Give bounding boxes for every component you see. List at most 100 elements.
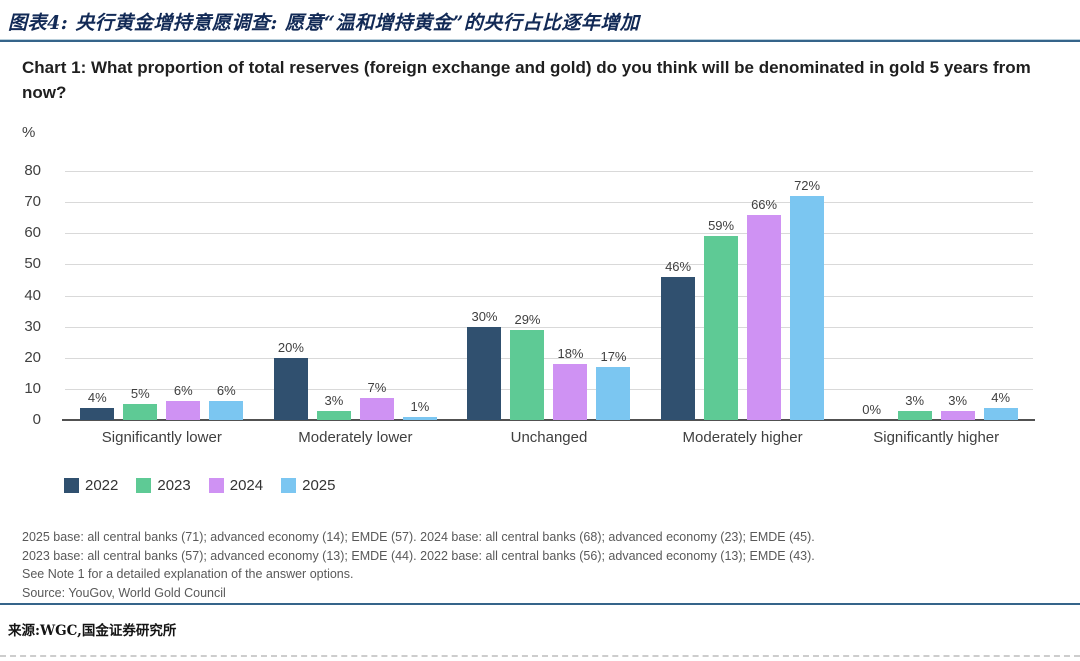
bar-column: 7% xyxy=(359,171,394,420)
y-tick-label: 50 xyxy=(24,255,41,273)
bar-value-label: 46% xyxy=(665,258,692,274)
bar-group: 30% 29% 18% 17% xyxy=(452,171,646,420)
bar xyxy=(790,195,825,420)
bar-group: 20% 3% 7% 1% xyxy=(259,171,453,420)
bar-plot-area: 4% 5% 6% 6% 20% 3% 7% 1% 30% 29% 18% 17% 46% 59% 66% 72… xyxy=(65,171,1033,420)
y-tick-label: 30 xyxy=(24,317,41,335)
bar xyxy=(123,404,158,420)
bar-column: 59% xyxy=(704,171,739,420)
gridline xyxy=(65,233,1033,235)
y-tick-label: 70 xyxy=(24,193,41,211)
bar-column: 46% xyxy=(661,171,696,420)
bar xyxy=(596,367,631,420)
bar xyxy=(316,410,351,420)
footer-divider-rule xyxy=(0,603,1080,605)
bar-column: 6% xyxy=(166,171,201,420)
bar xyxy=(80,407,115,420)
plot-gridlines xyxy=(65,171,1033,420)
gridline xyxy=(65,388,1033,390)
bar-column: 4% xyxy=(983,171,1018,420)
bar-column: 29% xyxy=(510,171,545,420)
bar-value-label: 6% xyxy=(173,383,193,399)
x-category-label: Unchanged xyxy=(510,429,588,446)
bar-value-label: 0% xyxy=(862,402,882,417)
bar-column: 3% xyxy=(316,171,351,420)
bar xyxy=(359,398,394,420)
chart-footnotes: 2025 base: all central banks (71); advan… xyxy=(22,528,1062,602)
bar-column: 72% xyxy=(790,171,825,420)
gridline xyxy=(65,357,1033,359)
bar-column: 3% xyxy=(897,171,932,420)
y-axis-tick-labels: 0 10 20 30 40 50 60 70 80 xyxy=(0,162,41,428)
x-axis-category-labels: Significantly lower Moderately lower Uncha… xyxy=(65,429,1033,449)
chart-legend: 2022 2023 2024 2025 xyxy=(64,477,336,494)
gridline xyxy=(65,171,1033,172)
legend-label: 2023 xyxy=(157,477,191,494)
bar-value-label: 3% xyxy=(324,392,344,408)
bar xyxy=(166,401,201,420)
bar-value-label: 30% xyxy=(471,308,498,324)
footnote-line: 2025 base: all central banks (71); advan… xyxy=(22,530,815,544)
title-divider-rule xyxy=(0,39,1080,42)
bar-value-label: 29% xyxy=(514,311,541,327)
bar-group: 4% 5% 6% 6% xyxy=(65,171,259,420)
bar-value-label: 4% xyxy=(991,389,1011,405)
y-tick-label: 0 xyxy=(32,411,41,428)
bar-column: 18% xyxy=(553,171,588,420)
bar xyxy=(467,326,502,420)
legend-label: 2024 xyxy=(229,477,264,494)
bar-column: 5% xyxy=(123,171,158,420)
x-category-label: Significantly lower xyxy=(101,429,222,446)
bar-value-label: 1% xyxy=(410,398,430,414)
legend-item: 2025 xyxy=(281,477,336,494)
x-category-label: Moderately lower xyxy=(298,429,413,446)
bar xyxy=(983,407,1018,420)
bar-value-label: 3% xyxy=(905,392,925,408)
legend-label: 2025 xyxy=(302,477,336,494)
legend-item: 2023 xyxy=(136,477,191,494)
gridline xyxy=(65,295,1033,297)
bar-value-label: 6% xyxy=(216,383,236,399)
footer-source: 来源:WGC,国金证券研究所 xyxy=(8,623,177,639)
x-axis-baseline xyxy=(62,419,1035,421)
bar-column: 4% xyxy=(80,171,115,420)
bar-value-label: 17% xyxy=(600,349,627,365)
bar xyxy=(510,329,545,420)
bar-value-label: 5% xyxy=(130,386,150,402)
y-tick-label: 80 xyxy=(24,162,41,179)
bar-group: 0% 3% 3% 4% xyxy=(839,171,1033,420)
x-category-label: Moderately higher xyxy=(682,429,803,446)
bar-column: 20% xyxy=(273,171,308,420)
bar xyxy=(209,401,244,420)
report-figure-title: 图表4: 央行黄金增持意愿调查: 愿意“温和增持黄金”的央行占比逐年增加 xyxy=(8,12,640,34)
legend-item: 2024 xyxy=(208,477,264,494)
x-category-label: Significantly higher xyxy=(873,429,1000,446)
bar xyxy=(747,214,782,420)
legend-swatch xyxy=(136,478,152,493)
bar xyxy=(940,410,975,420)
y-tick-label: 60 xyxy=(24,224,41,242)
bar-value-label: 3% xyxy=(948,392,968,408)
footnote-line: See Note 1 for a detailed explanation of… xyxy=(22,567,354,581)
bar-column: 0% xyxy=(855,171,889,420)
bar-column: 6% xyxy=(209,171,244,420)
legend-label: 2022 xyxy=(85,477,119,494)
bar-column: 66% xyxy=(747,171,782,420)
gridline xyxy=(65,202,1033,204)
gridline xyxy=(65,264,1033,266)
y-tick-label: 20 xyxy=(24,348,41,366)
y-tick-label: 10 xyxy=(24,379,41,397)
footnote-line: Source: YouGov, World Gold Council xyxy=(22,585,226,600)
y-axis-unit-label: % xyxy=(22,124,36,141)
legend-item: 2022 xyxy=(64,477,118,494)
bar-column: 17% xyxy=(596,171,631,420)
page-bottom-dashed-rule xyxy=(0,655,1080,657)
y-tick-label: 40 xyxy=(24,286,41,304)
bar-group: 46% 59% 66% 72% xyxy=(646,171,840,420)
bar-column: 1% xyxy=(402,171,437,420)
chart-title: Chart 1: What proportion of total reserv… xyxy=(22,58,1031,102)
bar xyxy=(553,364,588,420)
bar-column: 30% xyxy=(467,171,502,420)
bar-value-label: 72% xyxy=(794,177,821,193)
bar-value-label: 59% xyxy=(708,218,735,234)
